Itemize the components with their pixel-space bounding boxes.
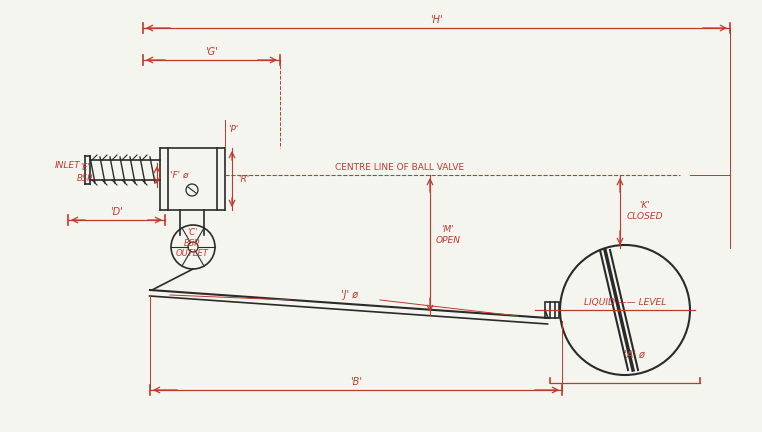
Text: CENTRE LINE OF BALL VALVE: CENTRE LINE OF BALL VALVE: [335, 162, 465, 172]
Text: 'C'
BSP
OUTLET: 'C' BSP OUTLET: [175, 228, 209, 258]
Text: 'F' ø: 'F' ø: [170, 171, 188, 180]
Text: 'A' ø: 'A' ø: [625, 350, 645, 360]
Text: 'J' ø: 'J' ø: [341, 290, 359, 300]
Text: 'G': 'G': [205, 47, 217, 57]
Bar: [545, 302, 559, 318]
Text: 'M'
OPEN: 'M' OPEN: [436, 226, 460, 245]
Text: 'R': 'R': [239, 175, 250, 184]
Text: 'K'
CLOSED: 'K' CLOSED: [627, 201, 663, 221]
Text: 'B': 'B': [350, 377, 362, 387]
Text: 'E'
BSP: 'E' BSP: [77, 163, 93, 183]
Text: 'D': 'D': [110, 207, 123, 217]
Text: 'P': 'P': [228, 126, 239, 134]
Text: 'H': 'H': [430, 15, 442, 25]
Text: INLET: INLET: [55, 161, 81, 169]
Text: LIQUID —— LEVEL: LIQUID —— LEVEL: [584, 298, 666, 306]
